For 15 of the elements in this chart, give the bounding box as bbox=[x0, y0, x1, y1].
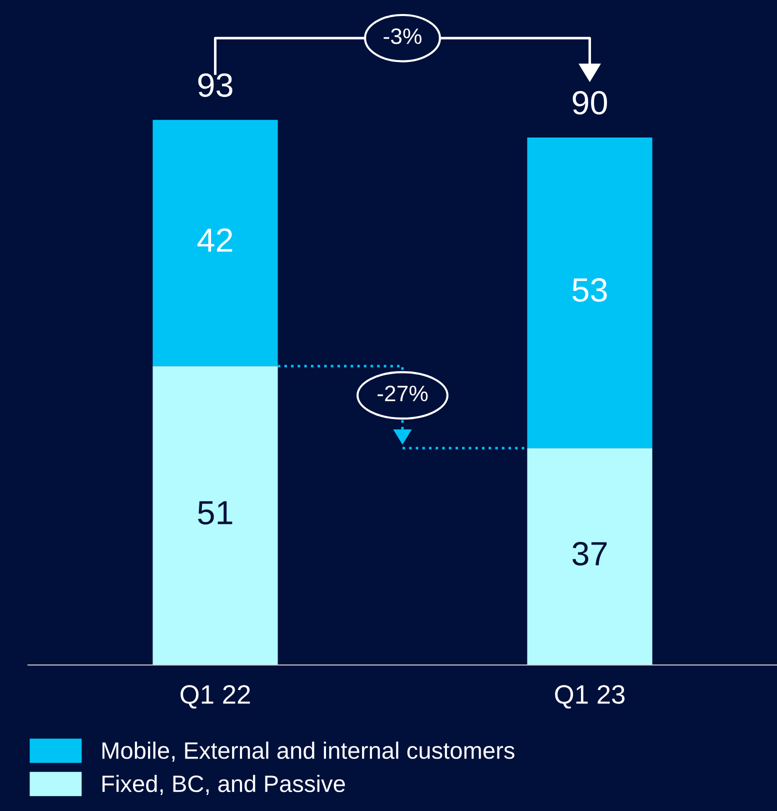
data-label: 37 bbox=[572, 542, 607, 566]
data-label: 42 bbox=[197, 228, 232, 252]
total-label: 90 bbox=[572, 90, 607, 115]
x-tick-label: Q1 23 bbox=[555, 685, 625, 709]
annotation: -27% bbox=[378, 386, 428, 402]
bar bbox=[152, 366, 278, 665]
bar bbox=[527, 448, 652, 665]
legend-label: Mobile, External and internal customers bbox=[102, 742, 514, 762]
text: -3% bbox=[384, 28, 422, 44]
total-label: 93 bbox=[198, 73, 232, 97]
data-label: 51 bbox=[198, 501, 232, 524]
legend-label: Fixed, BC, and Passive bbox=[102, 774, 345, 795]
bar bbox=[527, 138, 652, 448]
x-tick-label: Q1 22 bbox=[180, 685, 250, 709]
data-label: 53 bbox=[572, 278, 607, 302]
